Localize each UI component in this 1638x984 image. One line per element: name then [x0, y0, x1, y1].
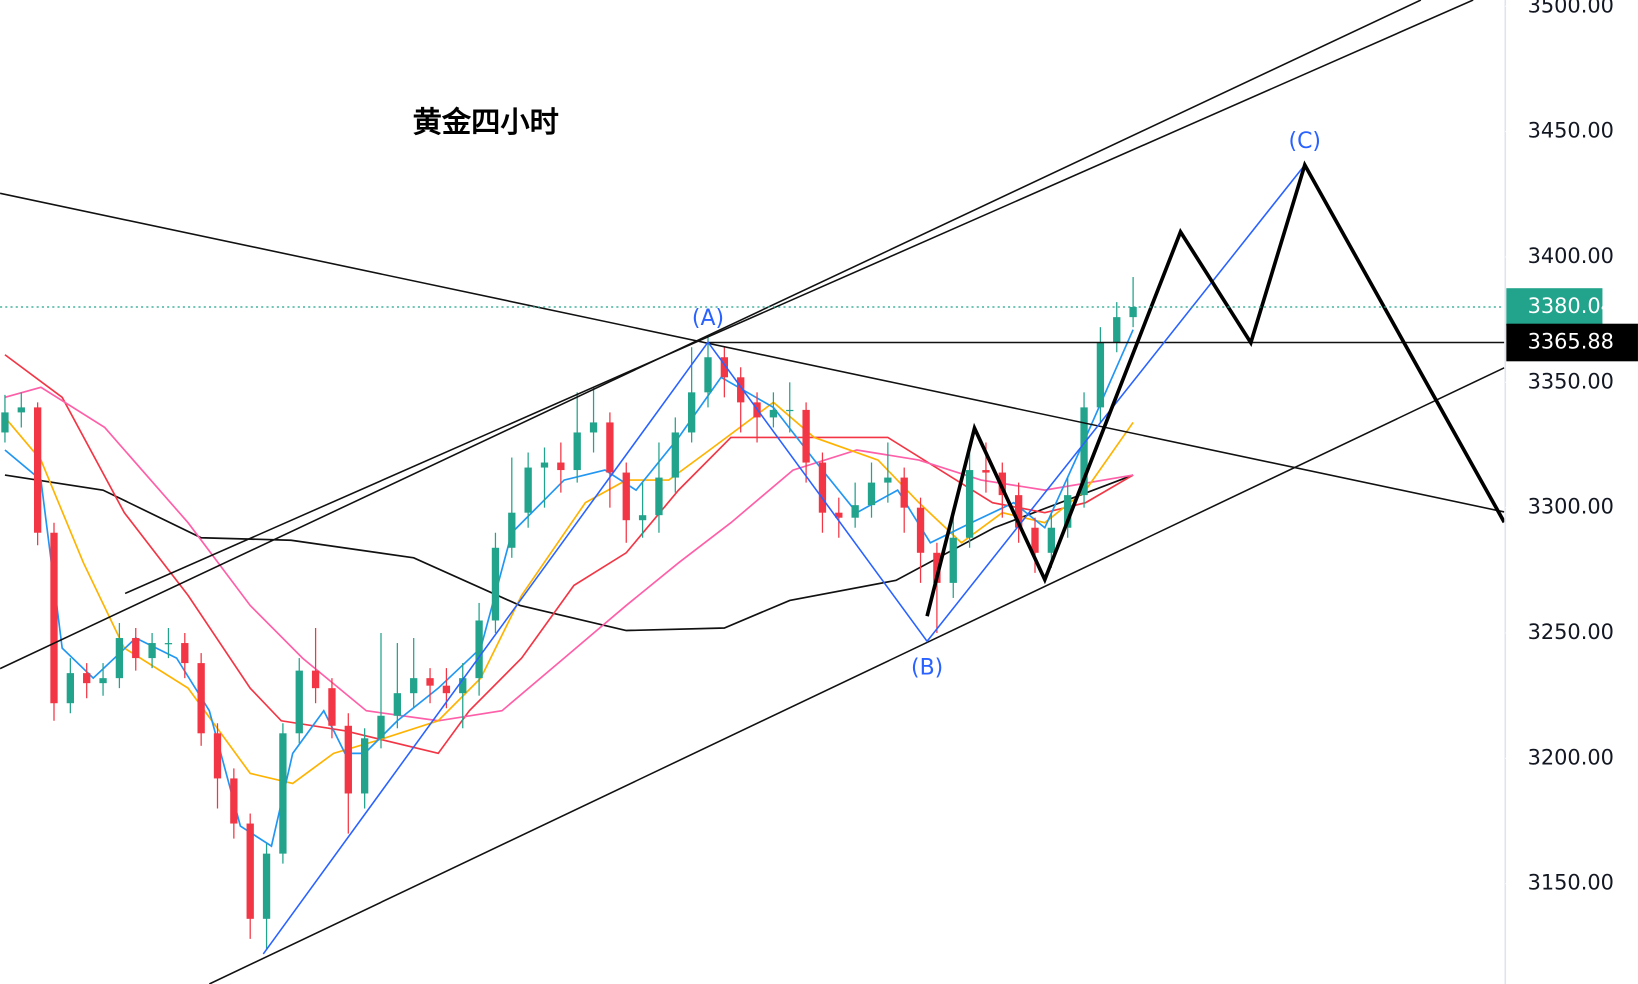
candle-body: [66, 673, 75, 704]
y-tick-label: 3150.00: [1528, 871, 1614, 895]
trend-drawing: [925, 160, 1505, 617]
wave-label: (A): [692, 306, 724, 331]
candle-body: [540, 462, 549, 468]
candle-body: [802, 409, 810, 463]
y-tick-label: 3200.00: [1528, 745, 1614, 769]
candle-body: [655, 477, 663, 516]
candle-body: [589, 422, 598, 433]
candle-body: [1064, 495, 1072, 528]
y-tick-label: 3350.00: [1528, 369, 1614, 393]
candle-body: [442, 685, 451, 694]
trend-drawing: [208, 367, 1505, 984]
candle-body: [884, 477, 892, 483]
candle-body: [622, 472, 630, 521]
y-tick-label: 3300.00: [1528, 495, 1614, 519]
candle-body: [328, 688, 336, 726]
candle-body: [132, 638, 140, 659]
candle-body: [1096, 342, 1105, 408]
candle-body: [279, 733, 287, 854]
candle-body: [491, 547, 500, 621]
moving-average: [4, 474, 1134, 632]
candle-body: [377, 715, 385, 739]
candle-body: [115, 638, 124, 679]
candle-body: [1113, 317, 1121, 343]
y-tick-label: 3500.00: [1528, 0, 1614, 17]
candle-body: [181, 643, 189, 664]
candle-body: [638, 515, 647, 521]
candle-body: [606, 422, 614, 473]
candle-body: [687, 392, 696, 433]
candle-body: [818, 462, 827, 513]
y-tick-label: 3450.00: [1528, 119, 1614, 143]
candle-body: [737, 377, 745, 403]
trend-drawing: [262, 164, 1306, 955]
last-price-label: 3380.04: [1528, 294, 1614, 318]
moving-average: [4, 386, 1134, 722]
candle-body: [1, 412, 9, 433]
candle-body: [410, 678, 418, 694]
candle-body: [197, 663, 205, 734]
candle-body: [344, 725, 352, 794]
candle-body: [50, 532, 58, 704]
candle-body: [508, 512, 516, 548]
candle-body: [213, 733, 222, 779]
candle-body: [393, 693, 402, 716]
price-axis: 3150.00 3200.00 3250.00 3300.00 3350.00 3400.…: [1505, 0, 1638, 895]
wave-label: (C): [1289, 129, 1321, 154]
candle-body: [33, 407, 42, 533]
candle-body: [900, 477, 908, 508]
candle-body: [916, 507, 925, 553]
candle-body: [557, 462, 565, 471]
candle-body: [230, 778, 238, 824]
trend-drawing: [124, 0, 1474, 595]
candle-body: [1129, 307, 1137, 318]
trend-drawing: [0, 0, 1422, 670]
candle-body: [524, 467, 532, 513]
candle-body: [262, 853, 271, 919]
candle-body: [83, 673, 91, 684]
level-price-label: 3365.88: [1528, 330, 1614, 354]
candle-body: [982, 470, 990, 473]
candle-body: [99, 678, 107, 684]
y-tick-label: 3400.00: [1528, 244, 1614, 268]
candle-body: [426, 678, 434, 686]
candle-body: [769, 409, 778, 418]
candle-body: [786, 409, 794, 412]
candle-body: [851, 505, 859, 518]
candle-body: [671, 432, 679, 478]
chart-title: 黄金四小时: [413, 105, 559, 139]
candle-body: [148, 643, 156, 659]
candle-body: [459, 678, 467, 694]
candle-body: [1014, 495, 1023, 528]
candle-body: [360, 738, 369, 794]
y-tick-label: 3250.00: [1528, 620, 1614, 644]
candle-body: [246, 823, 254, 919]
candle-body: [835, 512, 843, 518]
candle-body: [164, 643, 173, 645]
candle-body: [1047, 527, 1056, 553]
candle-body: [311, 670, 320, 689]
trend-drawing: [0, 192, 1505, 513]
wave-label: (B): [911, 655, 943, 680]
candle-body: [965, 470, 974, 538]
last-price-tag: [1506, 288, 1603, 326]
level-price-tag: [1506, 323, 1638, 362]
candle-body: [720, 357, 729, 378]
candle-body: [17, 407, 25, 413]
candle-body: [1080, 407, 1088, 496]
moving-average: [4, 401, 1134, 785]
candle-body: [949, 537, 957, 583]
candle-body: [1031, 527, 1039, 553]
candle-body: [933, 552, 941, 583]
candle-body: [475, 620, 483, 679]
candle-body: [867, 482, 876, 506]
candle-body: [704, 357, 712, 393]
plot-area: (A) (B) (C): [0, 0, 1505, 984]
candle-body: [295, 670, 303, 734]
candle-body: [573, 432, 581, 471]
moving-average: [4, 354, 1134, 755]
